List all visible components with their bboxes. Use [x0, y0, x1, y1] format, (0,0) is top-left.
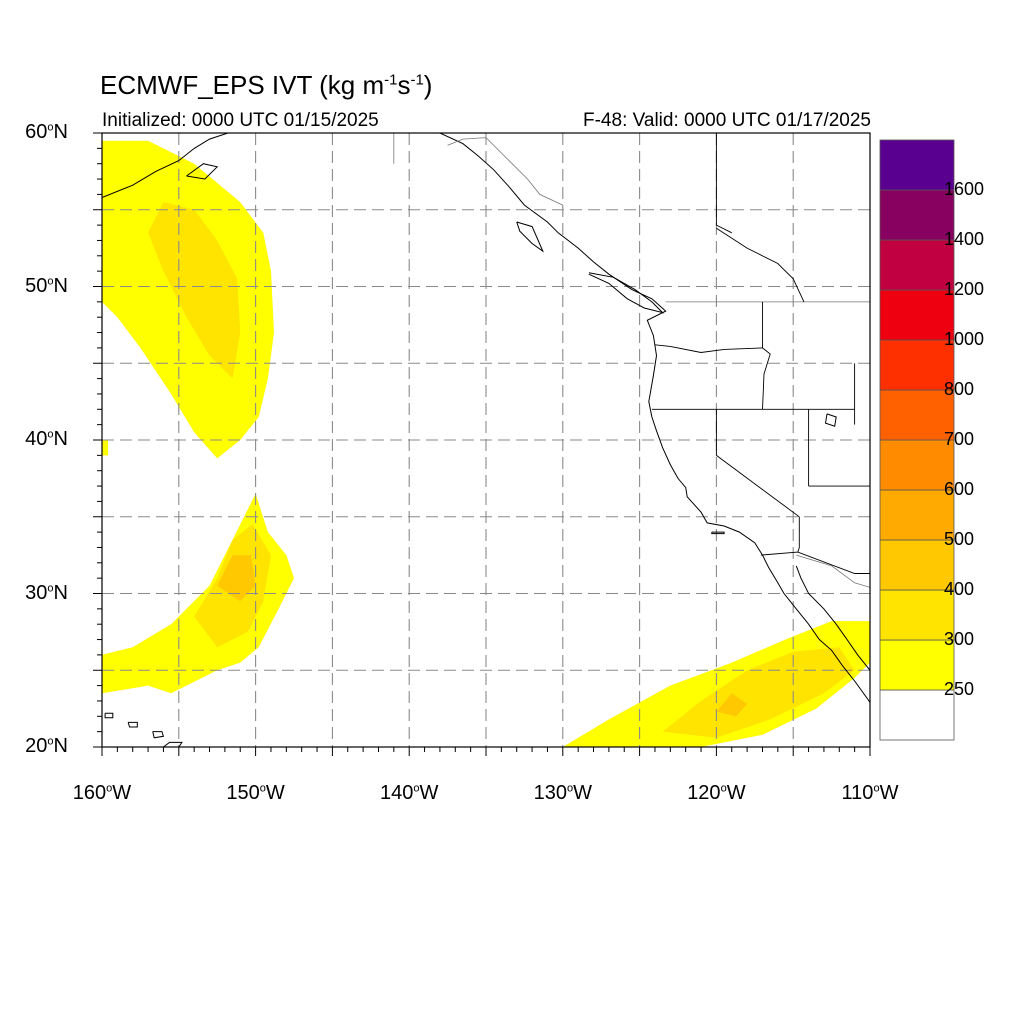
coastline-hawaii-kauai — [104, 712, 114, 719]
ivt-region-west-edge-speck — [102, 440, 109, 456]
colorbar-swatch — [879, 489, 955, 541]
colorbar-label: 1000 — [944, 329, 985, 349]
colorbar-swatch — [879, 239, 955, 291]
border-mexico-states — [796, 554, 870, 588]
colorbar-label: 600 — [944, 479, 975, 499]
border-alaska-panhandle-border — [447, 137, 563, 206]
colorbar-swatch — [879, 639, 955, 691]
coastline-hawaii-oahu — [127, 721, 138, 728]
colorbar-label: 500 — [944, 529, 975, 549]
colorbar-label: 800 — [944, 379, 975, 399]
lat-label-50: 50oN — [25, 274, 68, 297]
coastline-hawaii-maui — [152, 731, 165, 739]
border-wa-or-border — [654, 344, 763, 353]
lat-label-20: 20oN — [25, 735, 68, 757]
map-title: ECMWF_EPS IVT (kg m-1s-1) — [100, 70, 433, 100]
colorbar — [879, 139, 955, 741]
ivt-region-subtropical-plume-core — [217, 555, 256, 602]
colorbar-swatch — [879, 589, 955, 641]
ivt-region-north-pacific-plume-core — [148, 202, 241, 379]
colorbar-swatch — [879, 339, 955, 391]
lat-label-60: 60oN — [25, 121, 68, 143]
border-or-id-border — [762, 347, 771, 410]
coastline-great-salt-lake — [824, 413, 837, 427]
ivt-region-baja-plume-core — [716, 693, 748, 717]
coastline-north-america-coast — [439, 133, 870, 703]
lon-label-130: 130oW — [533, 782, 592, 804]
coastline-haida-gwaii — [516, 221, 544, 253]
colorbar-label: 300 — [944, 629, 975, 649]
border-ca-nv-border — [715, 409, 800, 518]
colorbar-swatch — [879, 389, 955, 441]
colorbar-swatch — [879, 289, 955, 341]
colorbar-swatch — [879, 539, 955, 591]
lon-label-110: 110oW — [841, 782, 899, 804]
colorbar-label: 1600 — [944, 179, 985, 199]
geography-layer — [102, 133, 870, 747]
colorbar-swatch — [879, 439, 955, 491]
lat-label-40: 40oN — [25, 428, 68, 450]
map-frame — [93, 132, 871, 756]
lon-label-160: 160oW — [72, 782, 132, 804]
coastline-hawaii-big-island — [163, 741, 183, 747]
coastline-alaska-peninsula — [102, 133, 229, 198]
colorbar-label: 400 — [944, 579, 975, 599]
lat-label-30: 30oN — [25, 581, 68, 604]
colorbar-swatch — [879, 689, 955, 741]
initialized-label: Initialized: 0000 UTC 01/15/2025 — [102, 110, 379, 131]
lon-label-150: 150oW — [226, 782, 285, 804]
colorbar-swatch — [879, 139, 955, 191]
border-az-ca-border — [797, 516, 800, 553]
coastline-gulf-of-california-coast — [795, 565, 870, 671]
lon-label-120: 120oW — [687, 782, 746, 804]
coastline-channel-islands — [711, 531, 725, 535]
colorbar-swatch — [879, 189, 955, 241]
border-us-mexico-border — [760, 551, 870, 574]
valid-time-label: F-48: Valid: 0000 UTC 01/17/2025 — [583, 110, 871, 131]
colorbar-label: 700 — [944, 429, 975, 449]
border-bc-interior — [715, 133, 733, 234]
coastline-kodiak — [186, 163, 219, 180]
border-alberta-shape — [716, 227, 805, 303]
colorbar-label: 1200 — [944, 279, 985, 299]
colorbar-label: 1400 — [944, 229, 985, 249]
colorbar-label: 250 — [944, 679, 975, 699]
gridline-layer — [102, 133, 870, 747]
lon-label-140: 140oW — [379, 782, 439, 804]
coastline-vancouver-island — [588, 272, 665, 314]
